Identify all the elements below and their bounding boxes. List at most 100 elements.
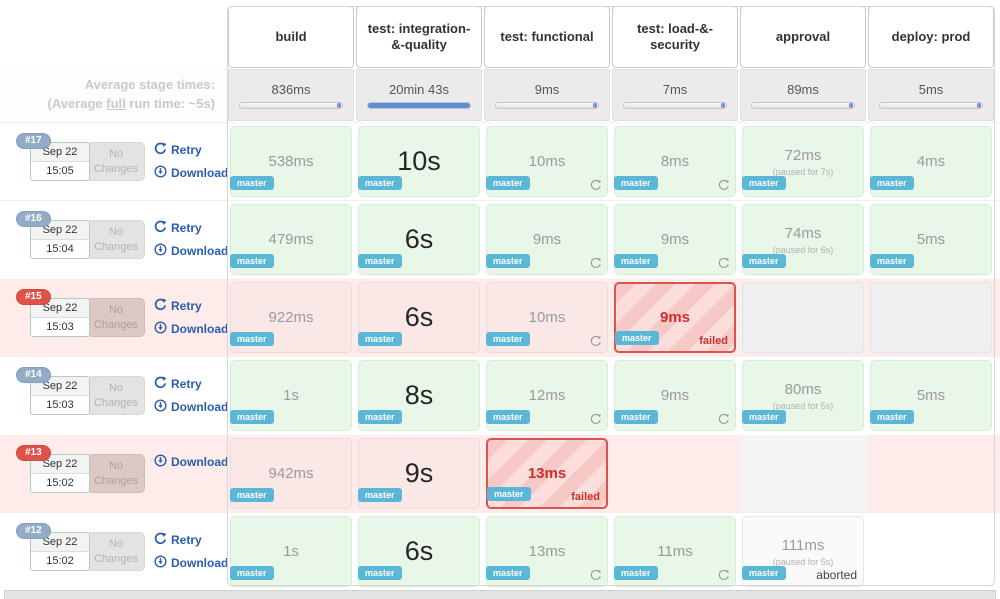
- retry-button[interactable]: Retry: [154, 375, 228, 392]
- stage-result-box[interactable]: 538ms master: [230, 126, 352, 197]
- stage-header-label: approval: [740, 6, 866, 68]
- run-cells: 922ms master 6s master 10ms master 9ms master fa…: [227, 279, 995, 356]
- average-stage-box: 5ms: [868, 69, 994, 121]
- branch-badge: master: [742, 254, 786, 268]
- stage-result-box[interactable]: 9s master: [358, 438, 480, 509]
- stage-cell-5: 74ms (paused for 6s) master: [739, 201, 867, 278]
- run-date-link[interactable]: #15 Sep 22 15:03: [16, 289, 90, 337]
- stage-result-box[interactable]: 12ms master: [486, 360, 608, 431]
- stage-result-box[interactable]: 111ms (paused for 5s) master aborted: [742, 516, 864, 587]
- download-button[interactable]: Download: [154, 164, 229, 181]
- average-stage-time: 9ms: [534, 81, 560, 97]
- restart-stage-icon[interactable]: [718, 413, 730, 425]
- stage-result-box[interactable]: 8ms master: [614, 126, 736, 197]
- stage-result-box[interactable]: 10ms master: [486, 282, 608, 353]
- stage-result-box[interactable]: 5ms master: [870, 360, 992, 431]
- stage-result-box[interactable]: 479ms master: [230, 204, 352, 275]
- run-date-link[interactable]: #13 Sep 22 15:02: [16, 445, 90, 493]
- stage-result-box[interactable]: 10s master: [358, 126, 480, 197]
- average-time-bar: [494, 101, 600, 109]
- restart-stage-icon[interactable]: [718, 179, 730, 191]
- branch-badge: master: [615, 331, 659, 345]
- run-actions: Download: [154, 453, 228, 494]
- average-time-bar-fill: [977, 102, 982, 108]
- run-time: 15:02: [31, 552, 89, 570]
- stage-cell-5: 80ms (paused for 5s) master: [739, 357, 867, 434]
- stage-result-box[interactable]: 922ms master: [230, 282, 352, 353]
- download-button[interactable]: Download: [154, 453, 228, 470]
- stage-result-box[interactable]: 9ms master: [614, 360, 736, 431]
- stage-duration: 6s: [404, 302, 434, 332]
- restart-stage-icon[interactable]: [590, 335, 602, 347]
- run-date-link[interactable]: #14 Sep 22 15:03: [16, 367, 90, 415]
- stage-cell-5: [739, 435, 867, 512]
- restart-stage-icon[interactable]: [590, 257, 602, 269]
- run-date-link[interactable]: #16 Sep 22 15:04: [16, 211, 90, 259]
- run-date-link[interactable]: #12 Sep 22 15:02: [16, 523, 90, 571]
- stage-result-box[interactable]: 1s master: [230, 516, 352, 587]
- run-time: 15:05: [31, 162, 89, 180]
- branch-badge: master: [230, 488, 274, 502]
- stage-result-box[interactable]: 6s master: [358, 204, 480, 275]
- retry-button[interactable]: Retry: [154, 219, 228, 236]
- stage-cell-3: 10ms master: [483, 123, 611, 200]
- average-caption-line1: Average stage times:: [84, 77, 215, 93]
- download-label: Download: [171, 165, 229, 180]
- restart-stage-icon[interactable]: [590, 569, 602, 581]
- stage-result-box[interactable]: 9ms master: [486, 204, 608, 275]
- no-changes-line1: No: [108, 538, 124, 551]
- stage-result-box[interactable]: 13ms master failed: [486, 438, 608, 509]
- run-date-link[interactable]: #17 Sep 22 15:05: [16, 133, 90, 181]
- download-button[interactable]: Download: [154, 398, 228, 415]
- download-button[interactable]: Download: [154, 242, 228, 259]
- stage-cell-3: 13ms master failed: [483, 435, 611, 512]
- restart-stage-icon[interactable]: [718, 569, 730, 581]
- stage-result-box[interactable]: 6s master: [358, 516, 480, 587]
- stage-result-box[interactable]: 9ms master: [614, 204, 736, 275]
- restart-stage-icon[interactable]: [590, 179, 602, 191]
- average-time-bar-fill: [593, 102, 598, 108]
- stage-duration: 72ms: [784, 146, 822, 164]
- run-row: #16 Sep 22 15:04 No Changes Retry Download 479m…: [0, 200, 1000, 278]
- stage-duration: 922ms: [268, 309, 314, 326]
- stage-result-box[interactable]: 10ms master: [486, 126, 608, 197]
- branch-badge: master: [230, 254, 274, 268]
- restart-stage-icon[interactable]: [590, 413, 602, 425]
- stage-result-box[interactable]: 1s master: [230, 360, 352, 431]
- stage-duration: 8s: [404, 380, 434, 410]
- stage-duration: 9ms: [660, 387, 690, 404]
- stage-duration: 6s: [404, 224, 434, 254]
- branch-badge: master: [614, 176, 658, 190]
- stage-cell-6: 5ms master: [867, 201, 995, 278]
- stage-status-label: aborted: [816, 568, 857, 582]
- average-stage-time: 20min 43s: [389, 81, 449, 97]
- run-cells: 538ms master 10s master 10ms master 8ms master 7…: [227, 123, 995, 200]
- stage-result-box[interactable]: 13ms master: [486, 516, 608, 587]
- stage-result-box[interactable]: 74ms (paused for 6s) master: [742, 204, 864, 275]
- run-number-badge: #15: [16, 289, 51, 305]
- download-button[interactable]: Download: [154, 554, 228, 571]
- retry-button[interactable]: Retry: [154, 297, 228, 314]
- stage-result-box[interactable]: 11ms master: [614, 516, 736, 587]
- stage-result-box[interactable]: 4ms master: [870, 126, 992, 197]
- stage-result-box[interactable]: 9ms master failed: [614, 282, 736, 353]
- stage-cell-3: 10ms master: [483, 279, 611, 356]
- average-stage-time: 5ms: [918, 81, 944, 97]
- stage-result-box[interactable]: 72ms (paused for 7s) master: [742, 126, 864, 197]
- retry-button[interactable]: Retry: [154, 531, 228, 548]
- branch-badge: master: [358, 488, 402, 502]
- stage-result-box[interactable]: 80ms (paused for 5s) master: [742, 360, 864, 431]
- stage-status-label: failed: [699, 335, 728, 347]
- restart-stage-icon[interactable]: [718, 257, 730, 269]
- no-changes-line2: Changes: [93, 396, 139, 409]
- retry-button[interactable]: Retry: [154, 141, 228, 158]
- stage-result-box[interactable]: 6s master: [358, 282, 480, 353]
- run-header: #12 Sep 22 15:02 No Changes Retry Download: [0, 513, 228, 590]
- download-button[interactable]: Download: [154, 320, 228, 337]
- run-cells: 942ms master 9s master 13ms master failed: [227, 435, 995, 512]
- retry-icon: [154, 375, 167, 392]
- stage-result-box[interactable]: 942ms master: [230, 438, 352, 509]
- stage-result-box[interactable]: 5ms master: [870, 204, 992, 275]
- stage-cell-6: 5ms master: [867, 357, 995, 434]
- stage-result-box[interactable]: 8s master: [358, 360, 480, 431]
